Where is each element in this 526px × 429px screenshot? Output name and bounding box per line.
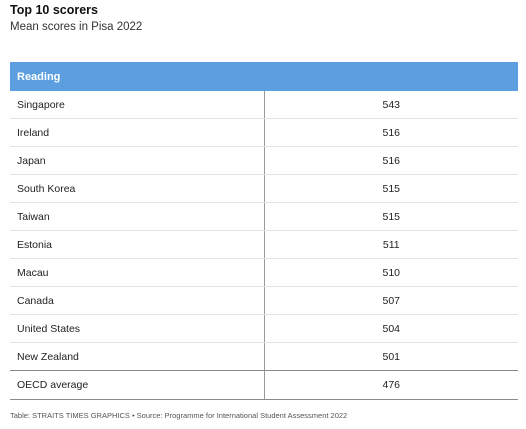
table-body: Singapore 543 Ireland 516 Japan 516 South Kore… bbox=[10, 91, 518, 400]
scores-table: Reading Singapore 543 Ireland 516 Japan 516 So… bbox=[10, 62, 518, 400]
country-cell: Taiwan bbox=[10, 202, 265, 231]
table-row: United States 504 bbox=[10, 314, 518, 343]
table-row: Taiwan 515 bbox=[10, 202, 518, 231]
country-cell: United States bbox=[10, 314, 265, 343]
score-cell: 515 bbox=[264, 174, 518, 203]
average-label-cell: OECD average bbox=[10, 370, 265, 400]
oecd-average-row: OECD average 476 bbox=[10, 370, 518, 400]
score-cell: 516 bbox=[264, 146, 518, 175]
average-score-cell: 476 bbox=[264, 370, 518, 400]
score-cell: 507 bbox=[264, 286, 518, 315]
column-header-reading: Reading bbox=[10, 62, 518, 91]
country-cell: Japan bbox=[10, 146, 265, 175]
table-row: Canada 507 bbox=[10, 286, 518, 315]
score-cell: 511 bbox=[264, 230, 518, 259]
score-cell: 543 bbox=[264, 91, 518, 119]
table-row: Ireland 516 bbox=[10, 118, 518, 147]
source-footnote: Table: STRAITS TIMES GRAPHICS • Source: … bbox=[10, 411, 348, 420]
country-cell: South Korea bbox=[10, 174, 265, 203]
country-cell: New Zealand bbox=[10, 342, 265, 371]
chart-title: Top 10 scorers bbox=[10, 3, 99, 17]
table-row: Estonia 511 bbox=[10, 230, 518, 259]
score-cell: 516 bbox=[264, 118, 518, 147]
table-row: Japan 516 bbox=[10, 146, 518, 175]
country-cell: Singapore bbox=[10, 91, 265, 119]
table-row: Macau 510 bbox=[10, 258, 518, 287]
scores-table-container: Reading Singapore 543 Ireland 516 Japan 516 So… bbox=[10, 62, 518, 400]
country-cell: Estonia bbox=[10, 230, 265, 259]
table-row: South Korea 515 bbox=[10, 174, 518, 203]
score-cell: 501 bbox=[264, 342, 518, 371]
score-cell: 504 bbox=[264, 314, 518, 343]
table-row: Singapore 543 bbox=[10, 91, 518, 119]
chart-subtitle: Mean scores in Pisa 2022 bbox=[10, 21, 143, 33]
table-row: New Zealand 501 bbox=[10, 342, 518, 371]
table-header-row: Reading bbox=[10, 62, 518, 91]
country-cell: Macau bbox=[10, 258, 265, 287]
country-cell: Canada bbox=[10, 286, 265, 315]
score-cell: 515 bbox=[264, 202, 518, 231]
score-cell: 510 bbox=[264, 258, 518, 287]
country-cell: Ireland bbox=[10, 118, 265, 147]
